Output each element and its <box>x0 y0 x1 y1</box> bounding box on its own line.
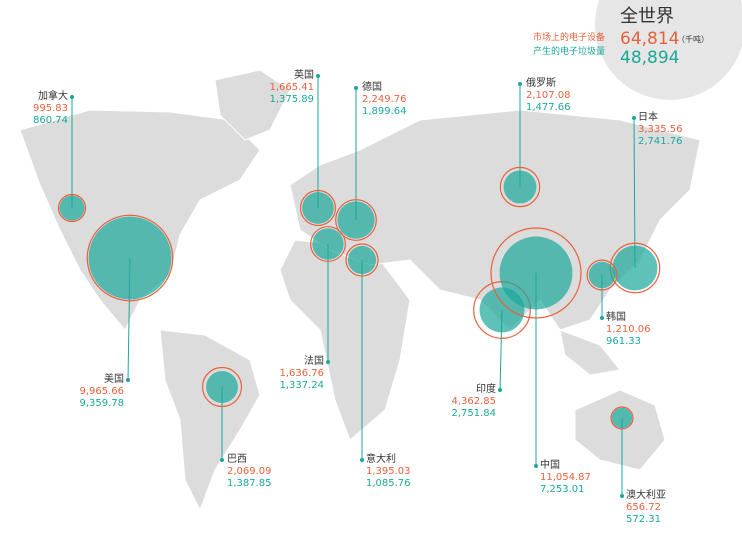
country-name: 印度 <box>476 382 496 395</box>
country-name: 美国 <box>104 372 124 385</box>
waste-bubble <box>588 261 616 289</box>
leader-dot <box>620 494 624 498</box>
leader-dot <box>518 82 522 86</box>
leader-dot <box>360 458 364 462</box>
leader-dot <box>126 378 130 382</box>
waste-label: 1,477.66 <box>526 102 571 113</box>
country-name: 韩国 <box>606 310 626 323</box>
market-bubble <box>310 226 346 262</box>
waste-label: 572.31 <box>626 514 661 525</box>
market-bubble <box>299 189 337 227</box>
waste-bubble <box>337 201 375 239</box>
leader-dot <box>70 95 74 99</box>
market-label: 2,249.76 <box>362 94 407 105</box>
market-label: 1,395.03 <box>366 466 411 477</box>
waste-label: 1,387.85 <box>227 478 272 489</box>
market-bubble <box>201 366 243 408</box>
market-label: 2,069.09 <box>227 466 272 477</box>
total-title: 全世界 <box>620 6 674 27</box>
leader-dot <box>316 74 320 78</box>
leader-dot <box>220 458 224 462</box>
leader-dot <box>354 86 358 90</box>
market-bubble <box>499 166 541 208</box>
country-name: 英国 <box>294 68 314 81</box>
market-bubble <box>490 227 582 319</box>
country-name: 德国 <box>362 80 382 93</box>
waste-label: 1,899.64 <box>362 106 407 117</box>
country-name: 俄罗斯 <box>526 76 556 89</box>
market-label: 9,965.66 <box>79 386 124 397</box>
total-waste: 48,894 <box>620 48 679 68</box>
waste-bubble <box>302 192 334 224</box>
waste-label: 2,751.84 <box>451 408 496 419</box>
leader-dot <box>326 360 330 364</box>
market-label: 1,210.06 <box>606 324 651 335</box>
waste-bubble <box>347 245 377 275</box>
waste-bubble <box>503 170 537 204</box>
legend-market: 市场上的电子设备 <box>533 31 605 43</box>
waste-label: 1,375.89 <box>269 94 314 105</box>
market-label: 995.83 <box>33 103 68 114</box>
market-label: 4,362.85 <box>451 396 496 407</box>
country-name: 中国 <box>540 458 560 471</box>
market-bubble <box>335 199 377 241</box>
country-name: 意大利 <box>366 452 396 465</box>
market-bubble <box>86 214 174 302</box>
market-label: 1,665.41 <box>269 82 314 93</box>
waste-label: 9,359.78 <box>79 398 124 409</box>
country-name: 法国 <box>304 354 324 367</box>
leader-dot <box>632 116 636 120</box>
waste-label: 1,337.24 <box>279 380 324 391</box>
total-badge <box>595 0 742 100</box>
market-label: 3,335.56 <box>638 124 683 135</box>
market-bubble <box>610 406 634 430</box>
waste-label: 7,253.01 <box>540 484 585 495</box>
total-market: 64,814 <box>620 29 679 49</box>
waste-bubble <box>312 228 344 260</box>
total-unit: （千吨） <box>677 34 709 44</box>
market-label: 2,107.08 <box>526 90 571 101</box>
waste-label: 961.33 <box>606 336 641 347</box>
market-bubble <box>345 243 379 277</box>
waste-bubble <box>611 407 633 429</box>
country-name: 巴西 <box>227 453 247 465</box>
waste-bubble <box>88 216 172 300</box>
market-bubble <box>586 259 618 291</box>
waste-label: 1,085.76 <box>366 478 411 489</box>
waste-bubble <box>59 195 85 221</box>
country-name: 日本 <box>638 110 658 123</box>
continents <box>19 69 701 512</box>
country-name: 澳大利亚 <box>626 488 666 501</box>
market-label: 1,636.76 <box>279 368 324 379</box>
leader-dot <box>600 316 604 320</box>
waste-bubble <box>499 236 573 310</box>
country-name: 加拿大 <box>38 89 68 102</box>
waste-bubble <box>206 371 238 403</box>
waste-bubble <box>612 245 658 291</box>
market-label: 656.72 <box>626 502 661 513</box>
leader-dot <box>534 464 538 468</box>
waste-label: 2,741.76 <box>638 136 683 147</box>
legend-waste: 产生的电子垃圾量 <box>533 45 605 57</box>
market-label: 11,054.87 <box>540 472 591 483</box>
waste-label: 860.74 <box>33 115 68 126</box>
market-bubble <box>57 193 87 223</box>
leader-dot <box>498 388 502 392</box>
